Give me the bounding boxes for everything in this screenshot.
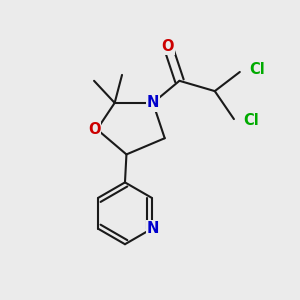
Text: O: O: [88, 122, 100, 137]
Text: N: N: [147, 95, 159, 110]
Text: O: O: [161, 39, 174, 54]
Text: Cl: Cl: [249, 62, 265, 77]
Text: Cl: Cl: [243, 113, 259, 128]
Text: N: N: [147, 221, 159, 236]
